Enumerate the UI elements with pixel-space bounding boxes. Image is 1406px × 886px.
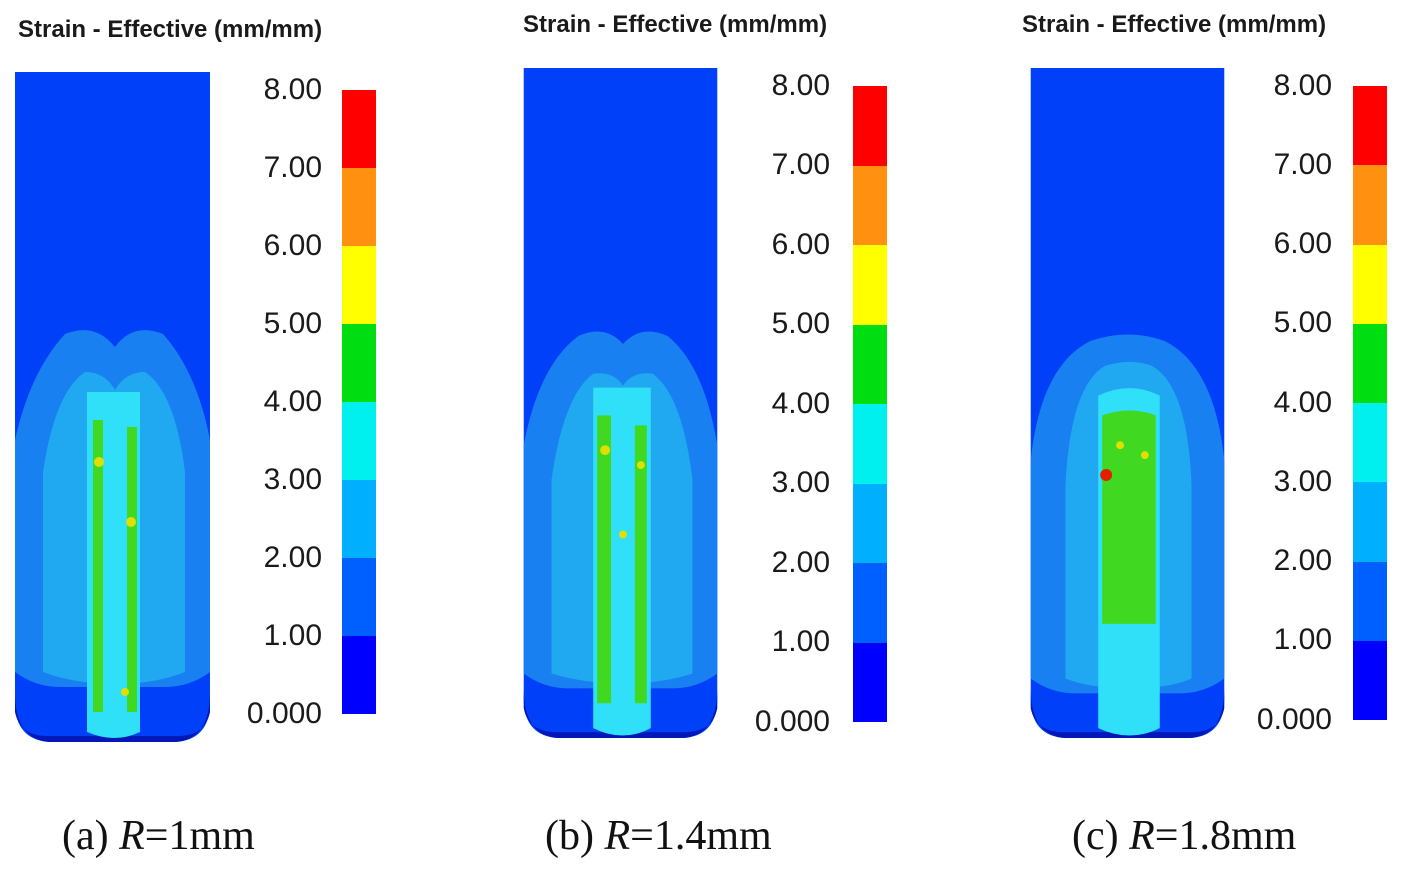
strain-hotspots (597, 415, 647, 704)
panel-caption: (a) R=1mm (62, 812, 255, 860)
strain-contour-plot (523, 68, 718, 743)
colorbar-segment (853, 642, 887, 722)
colorbar-segment (853, 483, 887, 563)
colorbar-segment (1353, 482, 1387, 562)
caption-var: R (604, 813, 631, 859)
hotspot (619, 530, 627, 539)
colorbar-tick: 1.00 (771, 625, 830, 658)
colorbar-segment (1353, 561, 1387, 641)
colorbar-segment (853, 324, 887, 404)
colorbar-segment (853, 404, 887, 484)
caption-prefix: (c) (1072, 813, 1130, 859)
caption-prefix: (a) (62, 813, 120, 859)
colorbar (1353, 86, 1387, 720)
panel-a: Strain - Effective (mm/mm) 8.00 7.00 6.0… (0, 0, 468, 886)
hotspot (121, 688, 129, 696)
colorbar-tick: 1.00 (263, 619, 322, 652)
colorbar-tick: 2.00 (771, 546, 830, 579)
colorbar-tick: 8.00 (771, 69, 830, 102)
caption-value: =1.8mm (1154, 813, 1297, 859)
caption-value: =1.4mm (630, 813, 772, 859)
panel-c: Strain - Effective (mm/mm) 8.00 7.00 6.0… (1010, 0, 1406, 886)
caption-prefix: (b) (545, 813, 605, 859)
colorbar-tick: 7.00 (1273, 148, 1332, 181)
colorbar-tick: 4.00 (771, 387, 830, 420)
colorbar-tick: 0.000 (246, 697, 322, 730)
colorbar-segment (342, 636, 376, 714)
panel-title: Strain - Effective (mm/mm) (18, 16, 323, 43)
caption-value: =1mm (144, 813, 255, 859)
colorbar-segment (342, 324, 376, 402)
panel-b: Strain - Effective (mm/mm) 8.00 7.00 6.0… (505, 0, 973, 886)
colorbar-tick: 6.00 (771, 228, 830, 261)
colorbar-segment (853, 86, 887, 166)
colorbar-segment (342, 480, 376, 558)
hotspot (1140, 451, 1149, 460)
colorbar-segment (853, 245, 887, 325)
colorbar-segment (1353, 165, 1387, 245)
colorbar-tick: 3.00 (263, 463, 322, 496)
bottom-shadow (523, 688, 718, 739)
colorbar (853, 86, 887, 722)
strain-contour-plot (15, 72, 210, 747)
panel-caption: (b) R=1.4mm (545, 812, 772, 860)
hotspot (1116, 441, 1125, 450)
colorbar-tick: 8.00 (1273, 69, 1332, 102)
hotspot (94, 457, 104, 467)
strain-contour-plot (1030, 68, 1225, 743)
contour-svg (15, 72, 210, 742)
colorbar-tick: 6.00 (1273, 227, 1332, 260)
hotspot (1100, 469, 1113, 481)
colorbar-segment (853, 165, 887, 245)
panel-caption: (c) R=1.8mm (1072, 812, 1296, 860)
colorbar-tick: 2.00 (1273, 544, 1332, 577)
colorbar-tick: 6.00 (263, 229, 322, 262)
strain-hotspots (93, 420, 137, 712)
panel-title: Strain - Effective (mm/mm) (523, 11, 828, 38)
colorbar (342, 90, 376, 714)
contour-svg (1030, 68, 1225, 739)
colorbar-segment (342, 168, 376, 246)
colorbar-tick: 3.00 (1273, 465, 1332, 498)
bottom-shadow (15, 692, 210, 742)
colorbar-segment (342, 90, 376, 168)
bottom-shadow (1030, 688, 1225, 739)
strain-hotspots (1102, 410, 1156, 624)
colorbar-tick: 2.00 (263, 541, 322, 574)
colorbar-tick: 5.00 (263, 307, 322, 340)
colorbar-tick: 0.000 (1256, 703, 1332, 736)
colorbar-tick: 8.00 (263, 73, 322, 106)
colorbar-tick: 7.00 (771, 148, 830, 181)
colorbar-tick: 4.00 (263, 385, 322, 418)
colorbar-segment (853, 563, 887, 643)
caption-var: R (119, 813, 145, 859)
colorbar-segment (1353, 244, 1387, 324)
contour-svg (523, 68, 718, 739)
colorbar-segment (342, 558, 376, 636)
colorbar-segment (1353, 86, 1387, 166)
panel-title: Strain - Effective (mm/mm) (1022, 11, 1327, 38)
colorbar-tick: 0.000 (754, 705, 830, 738)
caption-var: R (1129, 813, 1155, 859)
hotspot (636, 461, 645, 470)
colorbar-tick: 4.00 (1273, 386, 1332, 419)
colorbar-tick: 7.00 (263, 151, 322, 184)
colorbar-segment (342, 402, 376, 480)
colorbar-segment (1353, 323, 1387, 403)
colorbar-segment (342, 246, 376, 324)
hotspot (600, 445, 611, 456)
colorbar-tick: 1.00 (1273, 623, 1332, 656)
colorbar-segment (1353, 403, 1387, 483)
colorbar-tick: 5.00 (1273, 306, 1332, 339)
colorbar-segment (1353, 640, 1387, 720)
colorbar-tick: 5.00 (771, 307, 830, 340)
colorbar-tick: 3.00 (771, 466, 830, 499)
hotspot (126, 517, 136, 527)
